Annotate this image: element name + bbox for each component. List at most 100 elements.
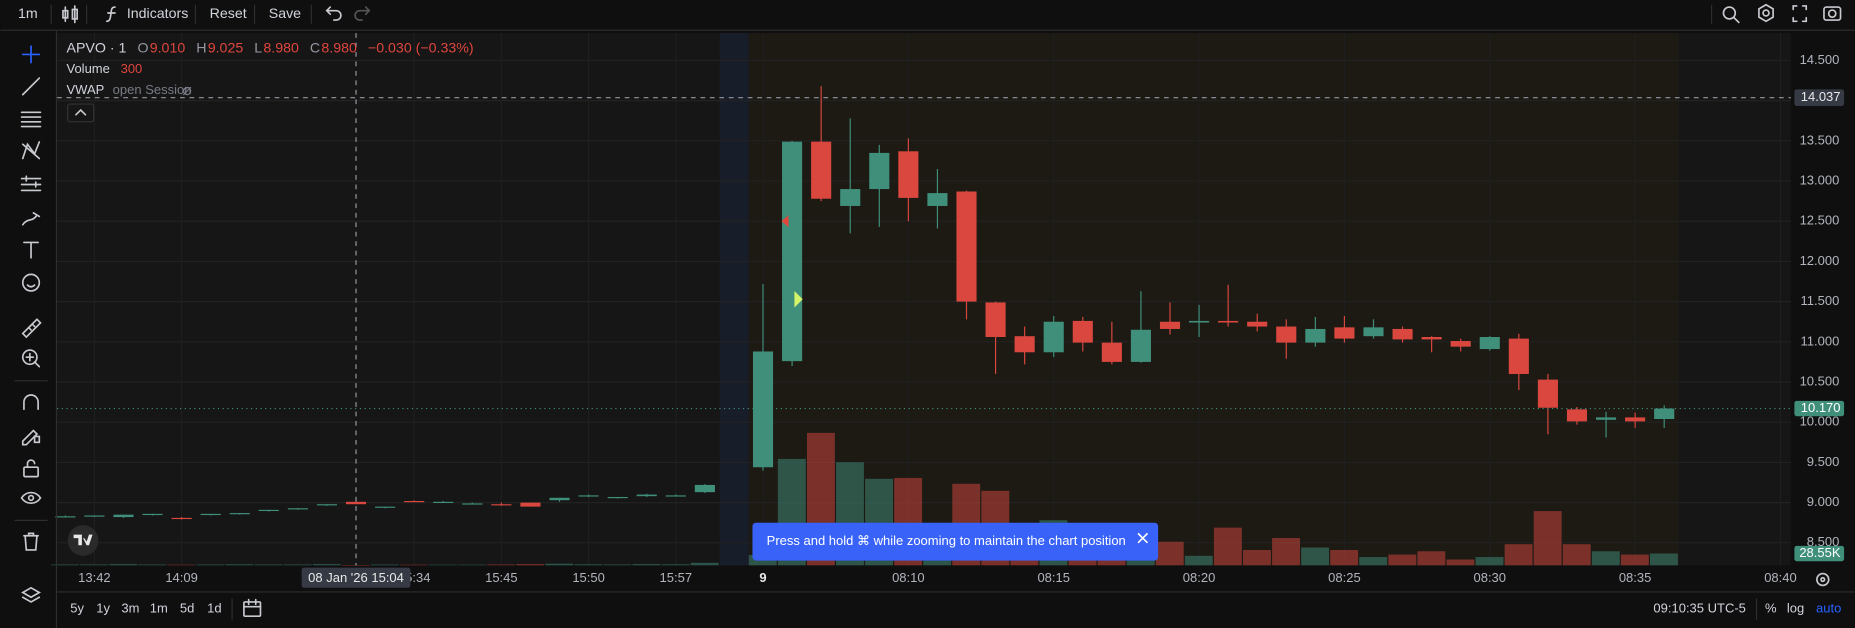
- candle-body: [316, 504, 338, 506]
- undo-button[interactable]: [325, 6, 342, 21]
- indicators-icon: [105, 6, 116, 23]
- axis-settings-button[interactable]: [1816, 572, 1830, 587]
- trendline-tool[interactable]: [21, 77, 41, 96]
- change-value: −0.030 (−0.33%): [368, 40, 474, 56]
- x-tick-label: 15:45: [485, 570, 518, 585]
- scale-mode-button[interactable]: log: [1787, 601, 1804, 616]
- volume-bar: [632, 564, 661, 566]
- reset-button[interactable]: Reset: [210, 6, 247, 22]
- magnet-tool[interactable]: [23, 394, 39, 411]
- settings-button[interactable]: [1758, 3, 1774, 23]
- x-tick-label: 13:42: [78, 570, 111, 585]
- close-label: C: [310, 40, 320, 56]
- volume-bar: [545, 563, 574, 566]
- x-tick-label: 08:40: [1764, 570, 1797, 585]
- interval-button[interactable]: 1m: [18, 6, 38, 22]
- chart-type-button[interactable]: [62, 5, 78, 24]
- y-tick-label: 14.500: [1800, 52, 1840, 67]
- candle-body: [1189, 320, 1210, 323]
- legend: APVO · 1 O9.010 H9.025 L8.980 C8.980 −0.…: [67, 40, 474, 123]
- visibility-tool[interactable]: [20, 491, 42, 505]
- y-tick-label: 12.500: [1800, 213, 1840, 228]
- price-axis: [1790, 33, 1855, 566]
- candle-body: [578, 495, 599, 497]
- top-toolbar: [0, 0, 1855, 30]
- redo-button[interactable]: [354, 6, 371, 21]
- toast-close[interactable]: [1137, 532, 1149, 544]
- search-button[interactable]: [1722, 6, 1740, 24]
- screenshot-button[interactable]: [1823, 6, 1842, 21]
- tradingview-logo-mark: [73, 534, 93, 546]
- close-value: 8.980: [321, 40, 357, 56]
- volume-bar: [1359, 557, 1388, 566]
- candle-body: [549, 497, 570, 501]
- candle-body: [1159, 321, 1181, 329]
- candle-body: [171, 517, 192, 520]
- extended-session-band: [748, 33, 1679, 566]
- sell-marker: [781, 215, 789, 228]
- lock-drawing-tool[interactable]: [21, 429, 41, 446]
- volume-bar: [1184, 555, 1213, 566]
- volume-bar: [1591, 551, 1620, 566]
- candle-body: [1566, 409, 1588, 422]
- candle-body: [1625, 417, 1646, 422]
- fullscreen-button[interactable]: [1792, 5, 1808, 23]
- last-price-box: [1794, 400, 1845, 417]
- indicators-button[interactable]: Indicators: [127, 6, 189, 22]
- projection-tool[interactable]: [20, 175, 42, 192]
- ruler-tool[interactable]: [21, 318, 42, 339]
- clock[interactable]: 09:10:35 UTC-5: [1653, 601, 1745, 616]
- candle-body: [433, 501, 454, 503]
- volume-bar: [1417, 551, 1446, 566]
- delete-tool[interactable]: [23, 532, 39, 551]
- open-value: 9.010: [150, 40, 186, 56]
- emoji-tool[interactable]: [21, 273, 41, 292]
- crosshair-tool[interactable]: [21, 45, 41, 64]
- candle-body: [229, 513, 250, 515]
- scale-mode-button[interactable]: %: [1765, 601, 1777, 616]
- volume-bar: [341, 565, 370, 566]
- candle-body: [782, 141, 803, 362]
- volume-bar: [1533, 511, 1562, 566]
- range-button[interactable]: 5y: [70, 601, 84, 616]
- volume-bar: [80, 564, 109, 566]
- y-tick-label: 13.000: [1800, 172, 1840, 187]
- zoom-tool[interactable]: [21, 349, 41, 368]
- volume-label-box: [1794, 545, 1845, 562]
- volume-bar: [1243, 550, 1271, 566]
- range-button[interactable]: 1d: [207, 601, 221, 616]
- brush-tool[interactable]: [21, 212, 41, 226]
- range-button[interactable]: 3m: [121, 601, 139, 616]
- candle-body: [520, 502, 541, 507]
- save-button[interactable]: Save: [269, 6, 301, 22]
- volume-value-label: 28.55K: [1799, 545, 1841, 560]
- crosshair-time-box: [301, 567, 411, 588]
- x-tick-label: 9: [759, 570, 766, 585]
- fib-tool[interactable]: [20, 111, 42, 128]
- pattern-tool[interactable]: [21, 141, 41, 160]
- range-button[interactable]: 1y: [96, 601, 110, 616]
- goto-date-button[interactable]: [243, 598, 262, 618]
- y-tick-label: 10.000: [1800, 414, 1840, 429]
- volume-label[interactable]: Volume: [67, 61, 110, 76]
- legend-ohlc: APVO · 1 O9.010 H9.025 L8.980 C8.980 −0.…: [67, 40, 474, 56]
- lock-tool[interactable]: [23, 459, 39, 478]
- candle-body: [840, 189, 861, 206]
- symbol[interactable]: APVO · 1: [67, 40, 127, 56]
- vwap-setting: open Session: [113, 83, 192, 98]
- candle-body: [1392, 328, 1413, 340]
- vwap-label[interactable]: VWAP: [67, 83, 105, 98]
- text-tool[interactable]: [23, 241, 39, 259]
- volume-bar: [51, 564, 80, 566]
- object-tree-button[interactable]: [21, 586, 41, 603]
- scale-mode-button[interactable]: auto: [1816, 601, 1841, 616]
- vwap-hidden-icon[interactable]: [183, 86, 192, 96]
- candle-body: [1537, 379, 1558, 408]
- collapse-legend-button[interactable]: [67, 103, 95, 123]
- y-tick-label: 13.500: [1800, 132, 1840, 147]
- volume-bar: [603, 564, 632, 566]
- range-button[interactable]: 5d: [180, 601, 194, 616]
- y-tick-label: 11.500: [1801, 293, 1840, 308]
- range-button[interactable]: 1m: [150, 601, 168, 616]
